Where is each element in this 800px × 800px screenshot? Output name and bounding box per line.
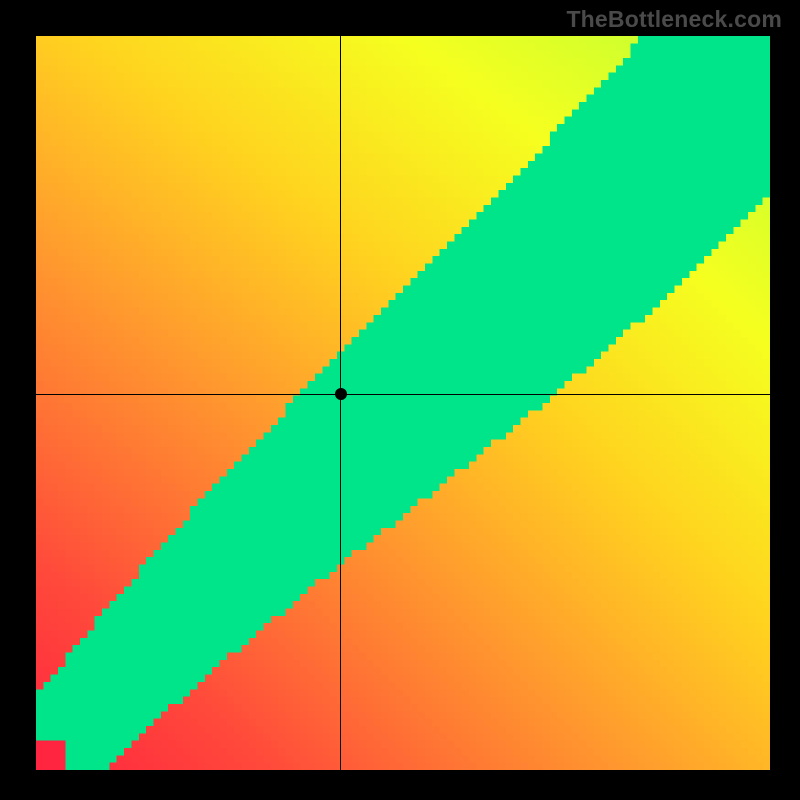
bottleneck-heatmap bbox=[36, 36, 770, 770]
chart-frame: TheBottleneck.com bbox=[0, 0, 800, 800]
heatmap-canvas bbox=[36, 36, 770, 770]
watermark-text: TheBottleneck.com bbox=[566, 6, 782, 33]
